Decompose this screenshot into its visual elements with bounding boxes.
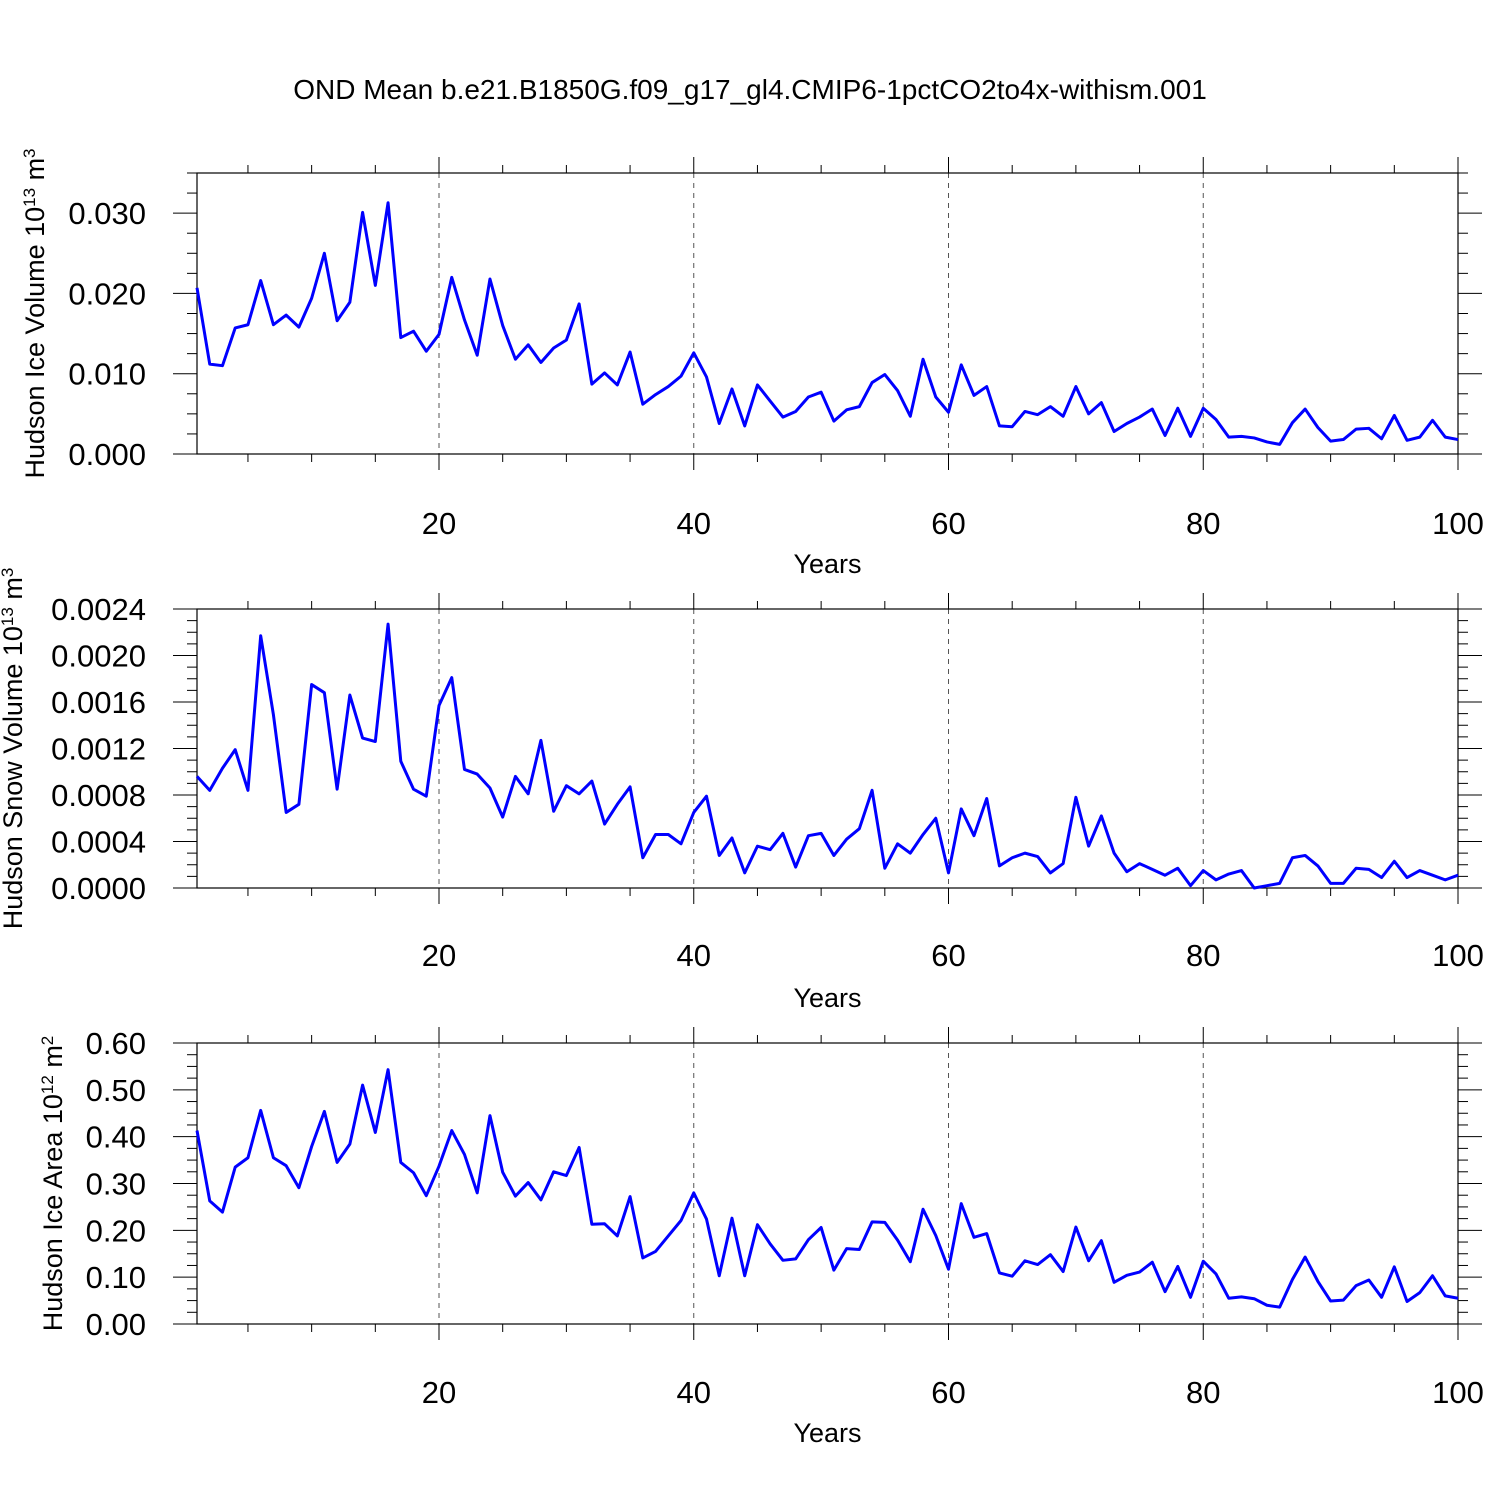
y-tick-label: 0.10 <box>86 1260 146 1295</box>
chart-panel-2: 0.0000 0.0004 0.0008 0.0012 0.0016 0.0020 0.00… <box>0 568 1484 1013</box>
y-tick-label: 0.0024 <box>51 592 146 627</box>
x-tick-label: 100 <box>1432 506 1484 541</box>
x-tick-label: 20 <box>422 938 456 973</box>
x-axis-label: Years <box>793 549 861 579</box>
y-axis-label: Hudson Snow Volume 1013 m3 <box>0 568 28 930</box>
y-tick-label: 0.0004 <box>51 825 146 860</box>
y-tick-label: 0.0020 <box>51 639 146 674</box>
y-tick-label: 0.50 <box>86 1073 146 1108</box>
x-tick-label: 100 <box>1432 938 1484 973</box>
y-tick-label: 0.00 <box>86 1307 146 1342</box>
x-tick-label: 60 <box>931 1375 965 1410</box>
y-tick-label: 0.20 <box>86 1213 146 1248</box>
y-tick-label: 0.40 <box>86 1120 146 1155</box>
series-line <box>195 622 1459 890</box>
chart-panel-3: 0.00 0.10 0.20 0.30 0.40 0.50 0.60 20 40 60 80 100 Y… <box>38 1026 1484 1448</box>
x-tick-label: 80 <box>1186 938 1220 973</box>
y-tick-label: 0.0008 <box>51 778 146 813</box>
x-axis-label: Years <box>793 1418 861 1448</box>
y-tick-label: 0.010 <box>68 357 146 392</box>
figure-title: OND Mean b.e21.B1850G.f09_g17_gl4.CMIP6-… <box>293 74 1207 105</box>
y-tick-label: 0.0012 <box>51 732 146 767</box>
series-line <box>195 1068 1459 1309</box>
y-tick-label: 0.60 <box>86 1026 146 1061</box>
x-tick-label: 40 <box>677 938 711 973</box>
y-tick-label: 0.020 <box>68 276 146 311</box>
x-tick-label: 40 <box>677 1375 711 1410</box>
chart-panel-1: 0.000 0.010 0.020 0.030 20 40 60 80 100 Years Huds… <box>20 148 1484 579</box>
y-axis-label: Hudson Ice Volume 1013 m3 <box>20 148 51 478</box>
x-axis-label: Years <box>793 983 861 1013</box>
y-tick-label: 0.0016 <box>51 685 146 720</box>
x-tick-label: 20 <box>422 1375 456 1410</box>
series-line <box>195 201 1459 446</box>
x-tick-label: 40 <box>677 506 711 541</box>
y-tick-label: 0.30 <box>86 1167 146 1202</box>
y-axis-label: Hudson Ice Area 1012 m2 <box>38 1036 69 1332</box>
x-tick-label: 100 <box>1432 1375 1484 1410</box>
y-tick-label: 0.030 <box>68 196 146 231</box>
x-tick-label: 60 <box>931 938 965 973</box>
x-tick-label: 80 <box>1186 1375 1220 1410</box>
y-tick-label: 0.0000 <box>51 871 146 906</box>
y-tick-label: 0.000 <box>68 437 146 472</box>
x-tick-label: 60 <box>931 506 965 541</box>
x-tick-label: 20 <box>422 506 456 541</box>
x-tick-label: 80 <box>1186 506 1220 541</box>
